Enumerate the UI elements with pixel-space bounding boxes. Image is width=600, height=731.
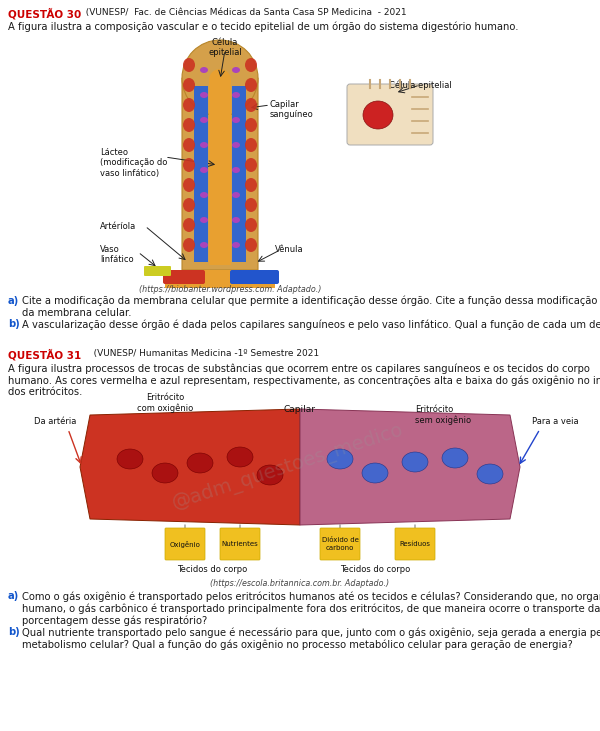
- Ellipse shape: [245, 98, 257, 112]
- Ellipse shape: [200, 167, 208, 173]
- Ellipse shape: [402, 452, 428, 472]
- Ellipse shape: [182, 40, 258, 116]
- Text: Lácteo
(modificação do
vaso linfático): Lácteo (modificação do vaso linfático): [100, 148, 167, 178]
- Text: b): b): [8, 627, 20, 637]
- FancyBboxPatch shape: [182, 78, 258, 270]
- Ellipse shape: [200, 217, 208, 223]
- FancyBboxPatch shape: [230, 270, 279, 284]
- FancyBboxPatch shape: [395, 528, 435, 560]
- Ellipse shape: [183, 118, 195, 132]
- Text: Da artéria: Da artéria: [34, 417, 76, 426]
- Text: @adm_questoes_medico: @adm_questoes_medico: [170, 420, 407, 514]
- Text: Vênula: Vênula: [275, 245, 304, 254]
- FancyBboxPatch shape: [347, 84, 433, 145]
- Text: A vascularização desse órgão é dada pelos capilares sanguíneos e pelo vaso linfá: A vascularização desse órgão é dada pelo…: [22, 319, 600, 330]
- Ellipse shape: [245, 238, 257, 252]
- Text: (VUNESP/  Fac. de Ciências Médicas da Santa Casa SP Medicina  - 2021: (VUNESP/ Fac. de Ciências Médicas da San…: [80, 8, 407, 17]
- FancyBboxPatch shape: [165, 270, 275, 288]
- Ellipse shape: [245, 198, 257, 212]
- Text: Tecidos do corpo: Tecidos do corpo: [177, 565, 247, 574]
- Text: Capilar: Capilar: [284, 405, 316, 414]
- Ellipse shape: [232, 217, 240, 223]
- Ellipse shape: [200, 242, 208, 248]
- Text: QUESTÃO 31: QUESTÃO 31: [8, 349, 81, 360]
- FancyBboxPatch shape: [320, 528, 360, 560]
- Text: QUESTÃO 30: QUESTÃO 30: [8, 8, 81, 20]
- Text: Qual nutriente transportado pelo sangue é necessário para que, junto com o gás o: Qual nutriente transportado pelo sangue …: [22, 627, 600, 650]
- Ellipse shape: [442, 448, 468, 468]
- Ellipse shape: [117, 449, 143, 469]
- Text: Tecidos do corpo: Tecidos do corpo: [340, 565, 410, 574]
- Text: Vaso
linfático: Vaso linfático: [100, 245, 134, 265]
- Text: Célula epitelial: Célula epitelial: [389, 80, 451, 89]
- Ellipse shape: [200, 142, 208, 148]
- Ellipse shape: [232, 242, 240, 248]
- Ellipse shape: [183, 98, 195, 112]
- Text: Artéríola: Artéríola: [100, 222, 136, 231]
- Ellipse shape: [183, 198, 195, 212]
- FancyBboxPatch shape: [194, 86, 208, 262]
- Ellipse shape: [227, 447, 253, 467]
- Text: a): a): [8, 591, 19, 601]
- Text: b): b): [8, 319, 20, 329]
- Ellipse shape: [477, 464, 503, 484]
- Text: Resíduos: Resíduos: [400, 541, 431, 547]
- Text: Nutrientes: Nutrientes: [221, 541, 259, 547]
- FancyBboxPatch shape: [163, 270, 205, 284]
- Ellipse shape: [245, 58, 257, 72]
- Text: Oxigênio: Oxigênio: [170, 540, 200, 548]
- Ellipse shape: [183, 78, 195, 92]
- Ellipse shape: [183, 218, 195, 232]
- Text: Para a veia: Para a veia: [532, 417, 578, 426]
- Ellipse shape: [232, 167, 240, 173]
- Ellipse shape: [200, 117, 208, 123]
- Text: Cite a modificação da membrana celular que permite a identificação desse órgão. : Cite a modificação da membrana celular q…: [22, 296, 598, 318]
- FancyBboxPatch shape: [232, 86, 246, 262]
- Text: Como o gás oxigênio é transportado pelos eritrócitos humanos até os tecidos e cé: Como o gás oxigênio é transportado pelos…: [22, 591, 600, 626]
- Text: (VUNESP/ Humanitas Medicina -1º Semestre 2021: (VUNESP/ Humanitas Medicina -1º Semestre…: [85, 349, 319, 358]
- Ellipse shape: [183, 158, 195, 172]
- Ellipse shape: [183, 138, 195, 152]
- Text: a): a): [8, 296, 19, 306]
- Ellipse shape: [245, 218, 257, 232]
- Ellipse shape: [327, 449, 353, 469]
- Text: Dióxido de
carbono: Dióxido de carbono: [322, 537, 358, 550]
- Ellipse shape: [257, 465, 283, 485]
- Ellipse shape: [245, 138, 257, 152]
- Ellipse shape: [232, 67, 240, 73]
- FancyBboxPatch shape: [220, 528, 260, 560]
- FancyBboxPatch shape: [209, 80, 231, 265]
- Text: Eritrócito
com oxigênio: Eritrócito com oxigênio: [137, 393, 193, 413]
- Ellipse shape: [362, 463, 388, 483]
- Ellipse shape: [200, 67, 208, 73]
- Ellipse shape: [363, 101, 393, 129]
- Polygon shape: [300, 409, 520, 525]
- Ellipse shape: [152, 463, 178, 483]
- Ellipse shape: [245, 158, 257, 172]
- Ellipse shape: [245, 118, 257, 132]
- Ellipse shape: [232, 117, 240, 123]
- Text: (https://escola.britannica.com.br. Adaptado.): (https://escola.britannica.com.br. Adapt…: [211, 579, 389, 588]
- Ellipse shape: [187, 453, 213, 473]
- FancyBboxPatch shape: [144, 266, 171, 276]
- Ellipse shape: [209, 69, 231, 91]
- FancyBboxPatch shape: [165, 528, 205, 560]
- Ellipse shape: [183, 58, 195, 72]
- Ellipse shape: [200, 192, 208, 198]
- Ellipse shape: [232, 192, 240, 198]
- Ellipse shape: [183, 178, 195, 192]
- Ellipse shape: [232, 92, 240, 98]
- Ellipse shape: [245, 178, 257, 192]
- Text: Capilar
sanguíneo: Capilar sanguíneo: [270, 100, 314, 119]
- Text: A figura ilustra a composição vascular e o tecido epitelial de um órgão do siste: A figura ilustra a composição vascular e…: [8, 21, 518, 31]
- Text: A figura ilustra processos de trocas de substâncias que ocorrem entre os capilar: A figura ilustra processos de trocas de …: [8, 363, 600, 398]
- Ellipse shape: [232, 142, 240, 148]
- Text: (https://biobanter.wordpress.com. Adaptado.): (https://biobanter.wordpress.com. Adapta…: [139, 285, 321, 294]
- Ellipse shape: [245, 78, 257, 92]
- Ellipse shape: [200, 92, 208, 98]
- Polygon shape: [80, 409, 300, 525]
- Text: Célula
epitelial: Célula epitelial: [208, 38, 242, 58]
- Text: Eritrócito
sem oxigênio: Eritrócito sem oxigênio: [415, 405, 471, 425]
- Ellipse shape: [183, 238, 195, 252]
